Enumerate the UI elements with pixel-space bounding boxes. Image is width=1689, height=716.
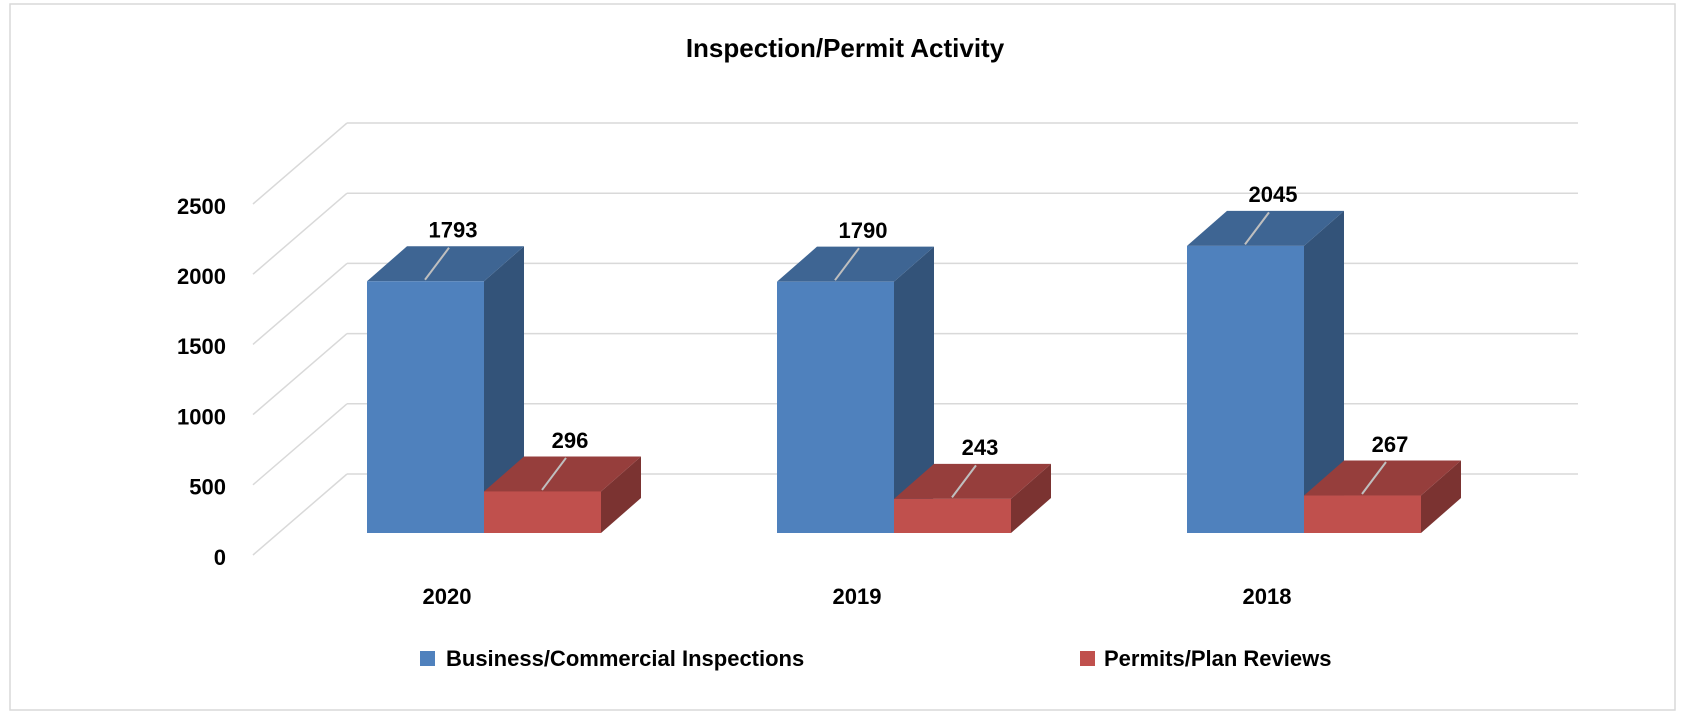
grid-line bbox=[252, 333, 348, 416]
bar bbox=[484, 491, 601, 533]
bar-top bbox=[777, 246, 934, 282]
bar bbox=[367, 281, 484, 533]
y-tick-label: 1500 bbox=[177, 334, 226, 359]
bar-top bbox=[367, 246, 524, 282]
y-tick-label: 0 bbox=[214, 545, 226, 570]
y-tick-label: 2000 bbox=[177, 264, 226, 289]
legend-swatch bbox=[1080, 651, 1095, 666]
bar-side bbox=[1421, 460, 1461, 533]
x-tick-label: 2019 bbox=[833, 584, 882, 609]
x-tick-label: 2018 bbox=[1243, 584, 1292, 609]
y-tick-label: 2500 bbox=[177, 194, 226, 219]
bar-side bbox=[484, 246, 524, 533]
bar-top bbox=[484, 456, 641, 492]
bar-top bbox=[894, 463, 1051, 499]
data-label: 243 bbox=[962, 435, 999, 460]
bar-side bbox=[1011, 463, 1051, 533]
leader-line bbox=[951, 464, 977, 498]
bar-top bbox=[1187, 210, 1344, 246]
leader-line bbox=[424, 247, 450, 281]
bar bbox=[1187, 245, 1304, 533]
grid-line bbox=[252, 262, 348, 345]
leader-line bbox=[1361, 461, 1387, 495]
x-tick-label: 2020 bbox=[423, 584, 472, 609]
bar-top bbox=[1304, 460, 1461, 496]
legend-swatch bbox=[420, 651, 435, 666]
y-tick-label: 500 bbox=[189, 475, 226, 500]
data-label: 296 bbox=[552, 428, 589, 453]
bar bbox=[777, 281, 894, 533]
leader-line bbox=[834, 247, 860, 281]
legend-label: Permits/Plan Reviews bbox=[1104, 646, 1331, 671]
grid-line bbox=[252, 122, 348, 205]
leader-line bbox=[1244, 211, 1270, 245]
grid-line bbox=[252, 473, 348, 556]
data-label: 267 bbox=[1372, 432, 1409, 457]
legend-label: Business/Commercial Inspections bbox=[446, 646, 804, 671]
grid-line bbox=[252, 192, 348, 275]
y-tick-label: 1000 bbox=[177, 404, 226, 429]
data-label: 2045 bbox=[1249, 182, 1298, 207]
data-label: 1790 bbox=[839, 218, 888, 243]
bar-side bbox=[894, 246, 934, 533]
data-label: 1793 bbox=[429, 218, 478, 243]
chart-title: Inspection/Permit Activity bbox=[686, 33, 1005, 63]
grid-line bbox=[252, 403, 348, 486]
bar bbox=[894, 498, 1011, 533]
bar bbox=[1304, 495, 1421, 533]
leader-line bbox=[541, 457, 567, 491]
bar-side bbox=[1304, 210, 1344, 533]
bar-side bbox=[601, 456, 641, 533]
